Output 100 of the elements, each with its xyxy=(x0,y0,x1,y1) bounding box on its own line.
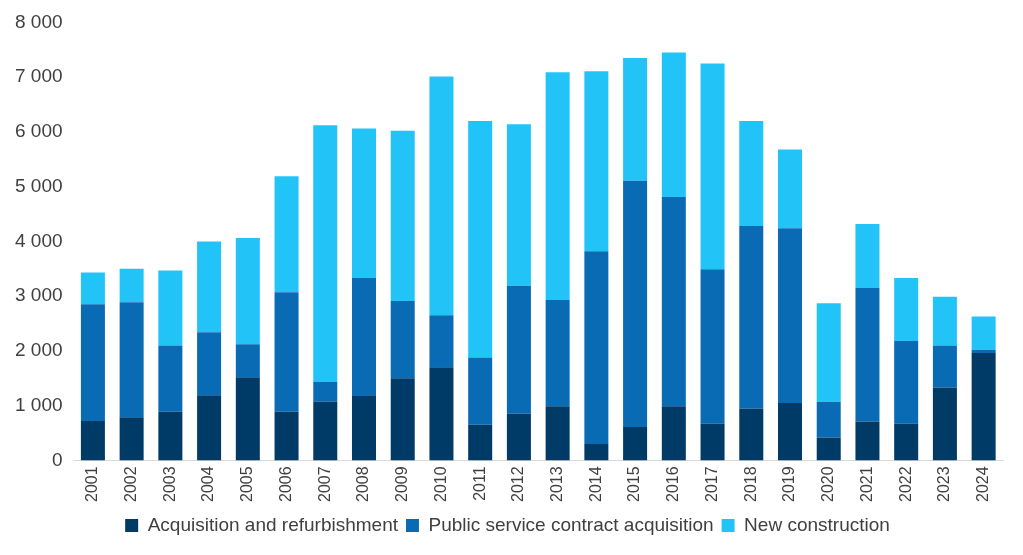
bar xyxy=(894,423,919,461)
x-tick-label: 2022 xyxy=(896,466,914,502)
bar xyxy=(661,406,686,461)
bar xyxy=(390,130,415,302)
y-tick-label: 0 xyxy=(51,448,63,470)
bar xyxy=(468,120,493,358)
bar xyxy=(197,395,222,461)
x-tick-label: 2006 xyxy=(276,466,294,502)
bar xyxy=(80,304,105,421)
y-tick-label: 6 000 xyxy=(15,120,63,142)
bar xyxy=(313,382,338,402)
bar xyxy=(313,125,338,383)
y-tick-label: 8 000 xyxy=(15,10,63,32)
bar xyxy=(390,301,415,379)
legend-label: New construction xyxy=(744,513,890,535)
x-tick-label: 2009 xyxy=(393,466,411,502)
x-tick-label: 2016 xyxy=(664,466,682,502)
bar xyxy=(816,401,841,438)
x-tick-label: 2019 xyxy=(780,466,798,502)
x-tick-label: 2023 xyxy=(935,466,953,502)
y-tick-label: 7 000 xyxy=(15,65,63,87)
bar xyxy=(739,120,764,227)
bar xyxy=(119,268,144,303)
bar xyxy=(235,377,260,461)
x-tick-label: 2007 xyxy=(315,466,333,502)
bar xyxy=(894,341,919,424)
x-tick-label: 2008 xyxy=(354,466,372,502)
x-tick-label: 2010 xyxy=(431,466,449,502)
x-tick-label: 2015 xyxy=(625,466,643,502)
bar xyxy=(661,197,686,407)
bar xyxy=(506,124,531,286)
y-tick-label: 1 000 xyxy=(15,393,63,415)
bar xyxy=(390,378,415,461)
bar xyxy=(158,345,183,412)
bar xyxy=(545,299,570,407)
bar xyxy=(468,424,493,461)
bar xyxy=(545,406,570,461)
bar xyxy=(197,241,222,333)
bar xyxy=(545,72,570,300)
x-tick-label: 2005 xyxy=(238,466,256,502)
bar xyxy=(313,401,338,461)
bar xyxy=(778,402,803,461)
bar xyxy=(429,76,454,316)
x-tick-label: 2004 xyxy=(199,466,217,502)
y-tick-label: 2 000 xyxy=(15,339,63,361)
bar xyxy=(80,272,105,305)
bar xyxy=(506,285,531,414)
x-tick-label: 2021 xyxy=(857,466,875,502)
bar xyxy=(700,269,725,424)
x-tick-label: 2018 xyxy=(741,466,759,502)
bar xyxy=(971,353,996,461)
bar xyxy=(584,71,609,252)
bar xyxy=(584,251,609,444)
bar xyxy=(352,128,377,279)
y-tick-label: 4 000 xyxy=(15,229,63,251)
x-tick-label: 2003 xyxy=(160,466,178,502)
x-tick-label: 2011 xyxy=(470,466,488,501)
bar xyxy=(661,52,686,198)
x-tick-label: 2014 xyxy=(586,466,604,502)
bar xyxy=(623,57,648,181)
x-tick-label: 2013 xyxy=(548,466,566,502)
bar xyxy=(932,345,957,388)
legend-label: Public service contract acquisition xyxy=(428,513,714,535)
bar xyxy=(429,315,454,368)
bar xyxy=(816,437,841,461)
bar xyxy=(932,296,957,346)
bar xyxy=(932,387,957,461)
bar xyxy=(700,423,725,461)
bar xyxy=(623,180,648,428)
x-tick-label: 2020 xyxy=(819,466,837,502)
bar xyxy=(352,395,377,461)
x-tick-label: 2002 xyxy=(122,466,140,502)
bar xyxy=(197,332,222,396)
y-tick-label: 5 000 xyxy=(15,174,63,196)
bar xyxy=(158,270,183,346)
x-tick-label: 2012 xyxy=(509,466,527,502)
bar xyxy=(971,316,996,350)
bar xyxy=(119,302,144,418)
bar xyxy=(855,421,880,461)
bar xyxy=(80,420,105,461)
bar xyxy=(352,278,377,396)
x-tick-label: 2001 xyxy=(83,466,101,502)
bar xyxy=(894,278,919,342)
bar xyxy=(274,411,299,461)
bar xyxy=(468,357,493,425)
bar xyxy=(235,238,260,345)
bar xyxy=(235,344,260,378)
bar xyxy=(274,176,299,293)
x-tick-label: 2024 xyxy=(974,466,992,502)
y-tick-label: 3 000 xyxy=(15,284,63,306)
bar xyxy=(855,223,880,288)
bar xyxy=(158,411,183,461)
bar xyxy=(429,367,454,461)
bar xyxy=(274,292,299,412)
bar xyxy=(855,287,880,422)
bar xyxy=(816,303,841,402)
x-tick-label: 2017 xyxy=(702,466,720,502)
bar xyxy=(623,427,648,461)
bar xyxy=(506,413,531,461)
bar xyxy=(778,149,803,229)
